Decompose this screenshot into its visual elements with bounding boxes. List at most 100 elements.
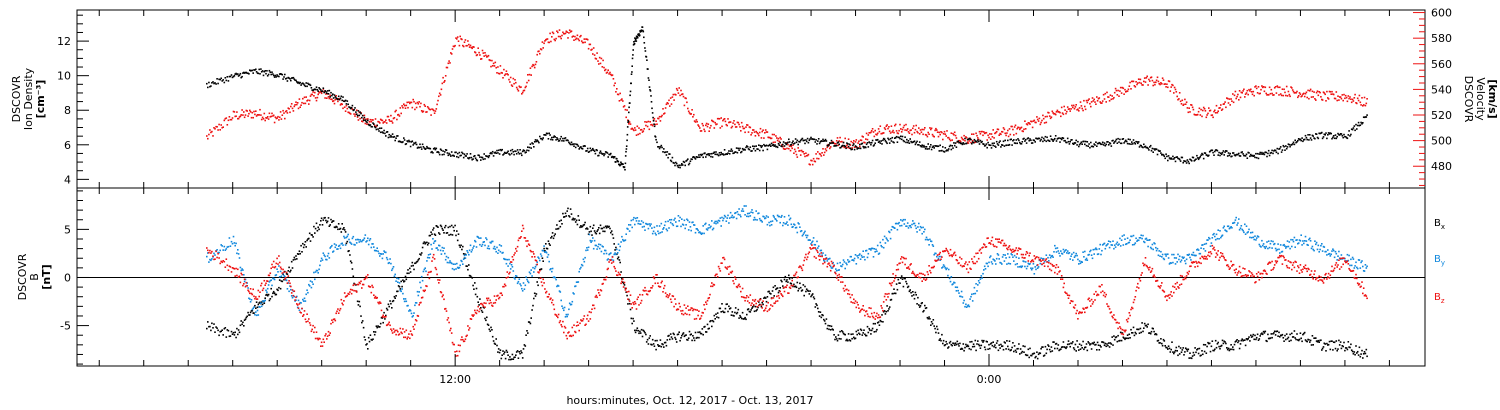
- data-point: [335, 95, 337, 97]
- data-point: [815, 248, 817, 251]
- data-point: [896, 288, 899, 291]
- data-point: [428, 147, 431, 150]
- data-point: [686, 159, 688, 162]
- data-point: [1273, 149, 1276, 151]
- data-point: [738, 149, 740, 151]
- data-point: [271, 295, 273, 298]
- data-point: [1086, 101, 1089, 104]
- data-point: [517, 151, 520, 154]
- data-point: [870, 131, 872, 134]
- data-point: [299, 81, 301, 84]
- data-point: [373, 331, 375, 333]
- data-point: [406, 101, 408, 104]
- data-point: [286, 112, 289, 114]
- data-point: [1236, 95, 1238, 98]
- data-point: [700, 130, 703, 132]
- data-point: [473, 155, 475, 158]
- data-point: [765, 131, 768, 133]
- data-point: [231, 117, 234, 119]
- data-point: [663, 151, 666, 154]
- data-point: [470, 156, 473, 159]
- data-point: [345, 242, 348, 245]
- data-point: [314, 227, 317, 230]
- data-point: [600, 57, 603, 60]
- data-point: [237, 329, 240, 331]
- data-point: [1202, 106, 1205, 109]
- data-point: [983, 339, 985, 342]
- data-point: [504, 357, 507, 360]
- data-point: [606, 71, 609, 74]
- data-point: [660, 115, 663, 118]
- data-point: [1172, 351, 1174, 353]
- data-point: [1013, 134, 1015, 136]
- data-point: [453, 268, 455, 271]
- data-point: [659, 146, 662, 148]
- data-point: [670, 160, 673, 163]
- data-point: [769, 224, 771, 227]
- data-point: [237, 117, 240, 120]
- data-point: [1124, 140, 1126, 143]
- data-point: [608, 253, 610, 256]
- data-point: [941, 131, 943, 134]
- data-point: [1331, 90, 1333, 93]
- data-point: [1101, 143, 1103, 145]
- data-point: [676, 164, 679, 167]
- data-point: [1168, 157, 1171, 159]
- data-point: [798, 140, 800, 143]
- data-point: [284, 278, 287, 281]
- data-point: [254, 304, 256, 307]
- data-point: [219, 249, 221, 252]
- data-point: [741, 147, 744, 150]
- data-point: [530, 74, 532, 76]
- data-point: [293, 78, 296, 80]
- data-point: [1180, 351, 1183, 353]
- data-point: [488, 59, 491, 61]
- data-point: [521, 91, 524, 94]
- data-point: [355, 242, 358, 244]
- data-point: [638, 332, 640, 335]
- data-point: [487, 324, 490, 326]
- data-point: [377, 325, 379, 327]
- data-point: [731, 125, 734, 128]
- data-point: [391, 133, 394, 135]
- data-point: [246, 282, 248, 284]
- data-point: [932, 319, 935, 321]
- data-point: [870, 249, 872, 251]
- data-point: [1084, 346, 1087, 348]
- data-point: [641, 29, 643, 32]
- data-point: [622, 238, 624, 241]
- data-point: [397, 113, 400, 116]
- data-point: [630, 128, 633, 130]
- data-point: [285, 279, 288, 282]
- data-point: [1257, 157, 1260, 160]
- data-point: [804, 142, 806, 145]
- data-point: [1085, 99, 1088, 102]
- data-point: [839, 330, 841, 333]
- data-point: [1344, 347, 1347, 349]
- data-point: [404, 275, 407, 278]
- data-point: [1284, 334, 1286, 337]
- data-point: [626, 294, 628, 297]
- data-point: [506, 351, 509, 353]
- data-point: [309, 95, 312, 97]
- data-point: [536, 53, 538, 56]
- data-point: [227, 119, 230, 122]
- data-point: [990, 342, 993, 344]
- data-point: [818, 315, 821, 317]
- data-point: [666, 339, 669, 341]
- data-point: [345, 236, 348, 239]
- data-point: [496, 149, 498, 152]
- data-point: [293, 105, 296, 108]
- data-point: [1294, 139, 1296, 142]
- data-point: [504, 258, 507, 261]
- data-point: [577, 38, 580, 40]
- data-point: [795, 286, 798, 289]
- data-point: [917, 296, 919, 299]
- data-point: [800, 138, 803, 141]
- data-point: [1308, 97, 1310, 100]
- data-point: [1116, 94, 1119, 96]
- data-point: [776, 146, 779, 149]
- data-point: [577, 215, 580, 217]
- data-point: [829, 329, 832, 331]
- data-point: [808, 139, 811, 142]
